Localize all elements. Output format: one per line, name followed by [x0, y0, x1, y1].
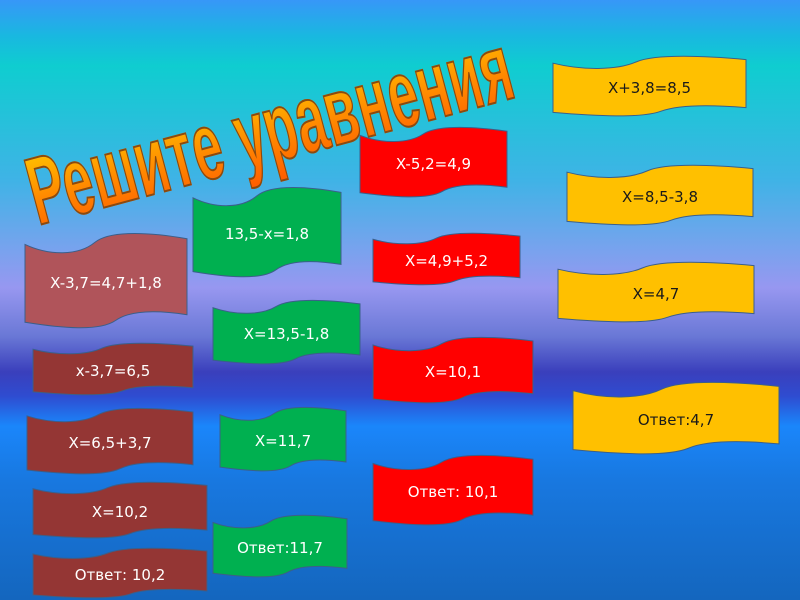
equation-text: X=13,5-1,8 [243, 325, 330, 343]
equation-text: X=8,5-3,8 [622, 188, 698, 206]
flag-shape [27, 408, 193, 474]
equation-flag: X+3,8=8,5 [553, 56, 746, 116]
flag-shape [567, 165, 753, 225]
equation-text: Ответ:11,7 [237, 539, 323, 557]
equation-text: Ответ: 10,2 [74, 566, 166, 584]
equation-flag: Ответ:4,7 [573, 382, 779, 454]
flag-shape [360, 127, 507, 197]
equation-flag: X=8,5-3,8 [567, 165, 753, 225]
equation-flag: X=11,7 [220, 407, 346, 471]
flag-shape [373, 455, 533, 525]
flag-shape [558, 262, 754, 322]
equation-flag: Ответ: 10,1 [373, 455, 533, 525]
equation-text: X=10,2 [91, 503, 149, 521]
flag-shape [33, 343, 193, 395]
equation-flag: Ответ: 10,2 [33, 548, 207, 598]
flag-shape [25, 233, 187, 328]
equation-text: x-3,7=6,5 [75, 362, 151, 380]
flag-shape [553, 56, 746, 116]
flag-shape [213, 300, 360, 364]
equation-text: X-3,7=4,7+1,8 [50, 273, 162, 292]
equation-text: Ответ: 10,1 [407, 483, 499, 501]
equation-text: X=10,1 [424, 363, 482, 381]
equation-text: 13,5-x=1,8 [224, 225, 310, 243]
equation-flag: X=10,1 [373, 337, 533, 403]
equation-text: X-5,2=4,9 [395, 155, 472, 173]
equation-text: X=6,5+3,7 [68, 434, 152, 452]
equation-flag: Ответ:11,7 [213, 515, 347, 577]
flag-shape [33, 482, 207, 538]
equation-text: X=4,9+5,2 [404, 252, 489, 270]
equation-text: X=11,7 [254, 432, 312, 450]
equation-flag: 13,5-x=1,8 [193, 187, 341, 277]
flag-shape [193, 187, 341, 277]
equation-text: Ответ:4,7 [637, 411, 715, 429]
flag-shape [573, 382, 779, 454]
flag-shape [213, 515, 347, 577]
flag-shape [220, 407, 346, 471]
equation-flag: X=13,5-1,8 [213, 300, 360, 364]
equation-flag: X=10,2 [33, 482, 207, 538]
equation-flag: X=4,9+5,2 [373, 233, 520, 285]
equation-text: X=4,7 [632, 285, 680, 303]
equation-flag: X=6,5+3,7 [27, 408, 193, 474]
flag-shape [373, 337, 533, 403]
flag-shape [373, 233, 520, 285]
flag-shape [33, 548, 207, 598]
equation-flag: X-3,7=4,7+1,8 [25, 233, 187, 328]
equation-flag: X-5,2=4,9 [360, 127, 507, 197]
equation-flag: x-3,7=6,5 [33, 343, 193, 395]
equation-flag: X=4,7 [558, 262, 754, 322]
equation-text: X+3,8=8,5 [607, 79, 692, 97]
